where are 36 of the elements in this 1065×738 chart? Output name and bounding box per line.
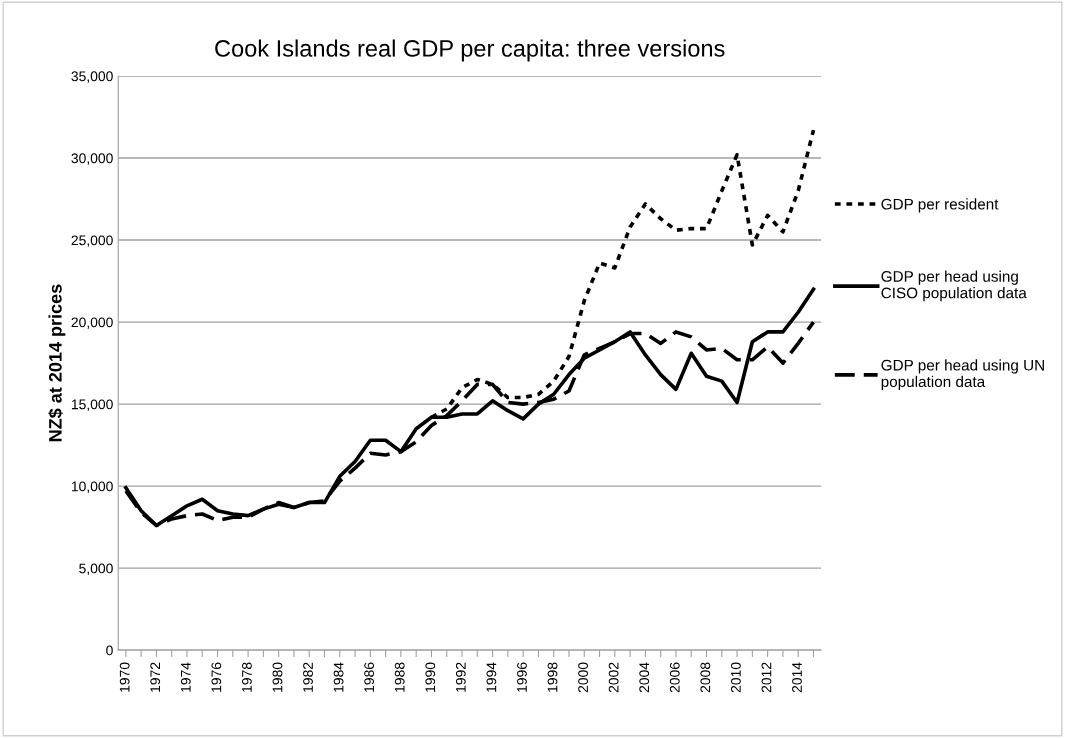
y-tick-label: 25,000: [71, 235, 113, 247]
x-tick-label: 1972: [150, 662, 161, 692]
x-tick-label: 1980: [272, 662, 283, 692]
x-tick-label: 2000: [578, 662, 588, 693]
y-tick-label: 15,000: [71, 399, 113, 411]
y-tick-label: 10,000: [71, 481, 113, 493]
y-tick-label: 0: [106, 645, 113, 656]
y-tick-label: 30,000: [71, 153, 113, 165]
x-tick-label: 2002: [608, 662, 619, 693]
x-tick-label: 2004: [639, 662, 650, 693]
y-axis-title: NZ$ at 2014 prices: [48, 284, 66, 442]
x-tick-label: 2012: [761, 662, 772, 693]
x-tick-label: 2014: [792, 662, 802, 693]
x-tick-label: 1994: [486, 662, 497, 692]
x-tick-label: 2010: [730, 662, 741, 693]
y-tick-label: 5,000: [79, 563, 113, 575]
x-tick-label: 1990: [425, 662, 436, 692]
x-tick-label: 1974: [180, 662, 191, 692]
x-tick-label: 1976: [211, 662, 222, 692]
x-tick-label: 1986: [364, 662, 375, 692]
x-tick-label: 2006: [669, 662, 680, 693]
x-tick-label: 1970: [119, 662, 130, 692]
x-tick-label: 1978: [241, 662, 252, 692]
y-tick-label: 35,000: [71, 71, 113, 83]
x-tick-label: 1996: [517, 662, 527, 692]
x-tick-label: 1992: [455, 662, 466, 692]
chart-title: Cook Islands real GDP per capita: three versions: [215, 39, 725, 62]
y-tick-label: 20,000: [71, 317, 113, 329]
legend-label: GDP per resident: [881, 198, 999, 213]
x-tick-label: 1988: [394, 662, 405, 692]
x-tick-label: 1982: [303, 662, 313, 692]
x-tick-label: 1998: [547, 662, 558, 692]
x-tick-label: 2008: [700, 662, 711, 693]
legend-label: GDP per head using CISO population data: [881, 270, 1027, 302]
x-tick-label: 1984: [333, 662, 344, 692]
legend-label: GDP per head using UN population data: [881, 359, 1044, 391]
